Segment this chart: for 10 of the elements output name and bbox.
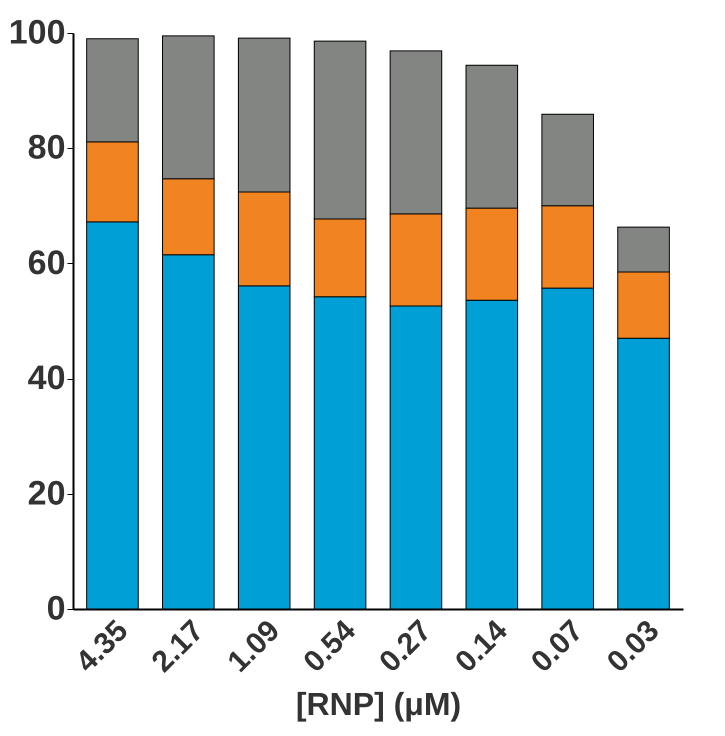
y-tick-label: 40 xyxy=(28,359,66,398)
x-tick-label: 0.14 xyxy=(449,614,514,679)
y-tick-label: 20 xyxy=(28,474,66,512)
x-tick-label: 0.03 xyxy=(600,614,666,679)
x-tick-label: 0.54 xyxy=(297,614,362,679)
y-tick-label: 0 xyxy=(46,590,66,628)
y-tick-label: 80 xyxy=(28,128,66,167)
x-axis-title: [RNP] (μM) xyxy=(296,686,462,722)
y-tick-label: 100 xyxy=(8,14,66,52)
y-tick-label: 60 xyxy=(28,244,66,282)
